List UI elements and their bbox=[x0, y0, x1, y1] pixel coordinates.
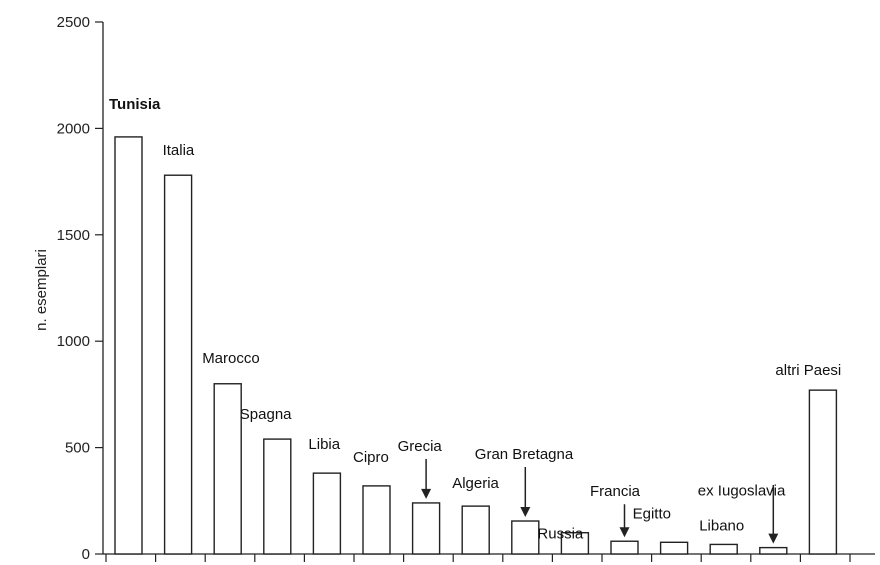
bar-egitto bbox=[659, 541, 689, 555]
pointer-arrow-icon bbox=[768, 533, 779, 544]
bar-label: Libia bbox=[308, 436, 340, 453]
y-tick-label: 500 bbox=[65, 440, 90, 457]
pointer-arrow-icon bbox=[520, 507, 531, 518]
bar-spagna bbox=[263, 438, 292, 555]
y-axis-label: n. esemplari bbox=[33, 249, 50, 331]
bar-francia bbox=[610, 540, 639, 555]
bar-label: Cipro bbox=[353, 449, 389, 466]
bar-label: Spagna bbox=[240, 406, 292, 423]
bar-label: altri Paesi bbox=[775, 362, 841, 379]
bar-marocco bbox=[213, 383, 242, 555]
bar-labels: Tunisia Italia Marocco Spagna Libia Cipro Grec… bbox=[109, 96, 841, 544]
bar-label: ex Iugoslavia bbox=[698, 483, 786, 500]
bar-russia bbox=[560, 532, 590, 555]
bar-label: Russia bbox=[537, 526, 584, 543]
bar-cipro bbox=[362, 485, 391, 555]
bar-label: Libano bbox=[699, 517, 744, 534]
bar-label: Gran Bretagna bbox=[475, 446, 574, 463]
y-tick-label: 1000 bbox=[57, 333, 90, 350]
bar-label: Tunisia bbox=[109, 96, 161, 113]
bar-tunisia bbox=[114, 136, 143, 555]
bar-algeria bbox=[461, 505, 490, 555]
bar-label: Francia bbox=[590, 483, 641, 500]
y-tick-label: 1500 bbox=[57, 227, 90, 244]
bar-libia bbox=[312, 472, 342, 555]
bar-label: Marocco bbox=[202, 350, 260, 367]
bar-label: Egitto bbox=[633, 505, 671, 522]
bar-libano bbox=[709, 543, 738, 555]
pointer-arrow-icon bbox=[421, 488, 432, 499]
bar-grecia bbox=[411, 502, 441, 555]
pointer-arrow-icon bbox=[619, 527, 630, 538]
bars bbox=[114, 136, 838, 555]
bar-gran-bretagna bbox=[511, 520, 540, 555]
y-tick-label: 0 bbox=[82, 546, 90, 563]
bar-label: Italia bbox=[163, 142, 195, 159]
bar-altri-paesi bbox=[808, 389, 838, 555]
bar-label: Algeria bbox=[452, 475, 499, 492]
bar-italia bbox=[163, 174, 193, 555]
y-tick-label: 2500 bbox=[57, 14, 90, 31]
bar-ex-iugoslavia bbox=[759, 546, 788, 555]
y-tick-label: 2000 bbox=[57, 120, 90, 137]
y-axis-ticks: 0 500 1000 1500 2000 2500 bbox=[57, 14, 103, 563]
bar-label: Grecia bbox=[398, 438, 443, 455]
